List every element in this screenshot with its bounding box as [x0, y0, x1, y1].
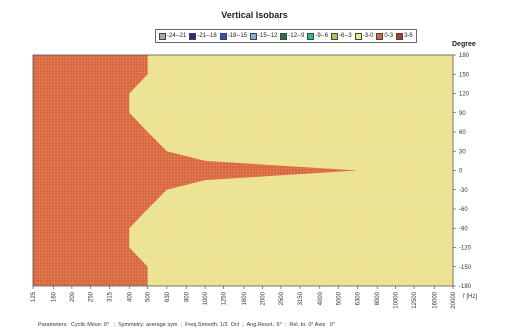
- x-tick-label: 1000: [203, 291, 209, 305]
- legend-label: -18--15: [227, 33, 248, 39]
- y-tick-label: 60: [459, 130, 466, 136]
- x-tick-label: 5000: [336, 291, 342, 305]
- chart-title: Vertical Isobars: [221, 10, 288, 20]
- x-axis-label: f [Hz]: [463, 294, 477, 300]
- y-tick-label: 120: [459, 92, 470, 98]
- legend-label: 3-6: [404, 33, 413, 39]
- legend-swatch: [159, 32, 166, 40]
- x-tick-label: 200: [70, 291, 76, 302]
- legend-swatch: [280, 32, 288, 40]
- legend-item: -3-0: [354, 32, 374, 40]
- x-tick-label: 1250: [222, 291, 228, 305]
- x-tick-label: 2000: [260, 291, 266, 305]
- legend-swatch: [307, 32, 315, 40]
- y-tick-label: -60: [459, 207, 468, 213]
- x-tick-label: 125: [31, 291, 37, 302]
- legend-label: -15--12: [258, 33, 278, 39]
- x-tick-label: 1600: [242, 291, 248, 305]
- legend: -24--21 -21--18 -18--15 -15--12 -12--9 -9--6 -…: [155, 29, 417, 43]
- legend-item: 0-3: [376, 32, 394, 40]
- x-tick-label: 315: [107, 291, 113, 302]
- legend-swatch: [396, 32, 404, 40]
- legend-item: -18--15: [219, 32, 248, 40]
- x-tick-label: 250: [88, 291, 94, 302]
- y-tick-label: 150: [459, 72, 470, 78]
- y-tick-label: 90: [459, 111, 466, 117]
- legend-swatch: [376, 32, 384, 40]
- x-tick-label: 400: [127, 291, 133, 302]
- legend-item: -9--6: [307, 32, 329, 40]
- legend-item: -6--3: [331, 32, 352, 40]
- legend-item: -12--9: [280, 32, 305, 40]
- y-tick-label: 0: [459, 169, 463, 175]
- y-tick-label: -180: [459, 284, 472, 290]
- y-tick-label: 180: [459, 53, 470, 59]
- parameters-text: Parameters: Cyclic Move: 0° ; Symmetry: …: [38, 322, 336, 328]
- legend-item: -24--21: [159, 32, 187, 40]
- x-tick-label: 500: [146, 291, 152, 302]
- x-tick-label: 160: [51, 291, 57, 302]
- legend-swatch: [189, 32, 197, 40]
- legend-label: -3-0: [362, 33, 374, 39]
- legend-swatch: [250, 32, 258, 40]
- x-tick-label: 8000: [375, 291, 381, 305]
- grid-mesh: [33, 55, 453, 286]
- x-tick-label: 630: [165, 291, 171, 302]
- x-tick-label: 3150: [298, 291, 304, 305]
- legend-item: -21--18: [189, 32, 217, 40]
- y-tick-label: -150: [459, 265, 472, 271]
- x-tick-label: 20000: [451, 291, 457, 308]
- y-tick-label: -30: [459, 188, 468, 194]
- x-tick-label: 800: [185, 291, 191, 302]
- legend-label: -9--6: [315, 33, 329, 39]
- x-tick-label: 4000: [318, 291, 324, 305]
- legend-swatch: [354, 32, 362, 40]
- y-tick-label: 30: [459, 149, 466, 155]
- x-tick-label: 6300: [355, 291, 361, 305]
- y-axis-label: Degree: [452, 41, 476, 48]
- x-tick-label: 2500: [279, 291, 285, 305]
- x-tick-label: 16000: [433, 291, 439, 308]
- y-tick-label: -120: [459, 246, 472, 252]
- legend-swatch: [219, 32, 227, 40]
- legend-item: 3-6: [396, 32, 413, 40]
- y-tick-label: -90: [459, 226, 468, 232]
- legend-swatch: [331, 32, 339, 40]
- x-tick-label: 12500: [412, 291, 418, 308]
- legend-label: -12--9: [288, 33, 305, 39]
- legend-label: -6--3: [339, 33, 352, 39]
- legend-label: -21--18: [197, 33, 217, 39]
- legend-label: 0-3: [384, 33, 394, 39]
- x-tick-label: 10000: [394, 291, 400, 308]
- legend-item: -15--12: [250, 32, 278, 40]
- legend-label: -24--21: [167, 33, 187, 39]
